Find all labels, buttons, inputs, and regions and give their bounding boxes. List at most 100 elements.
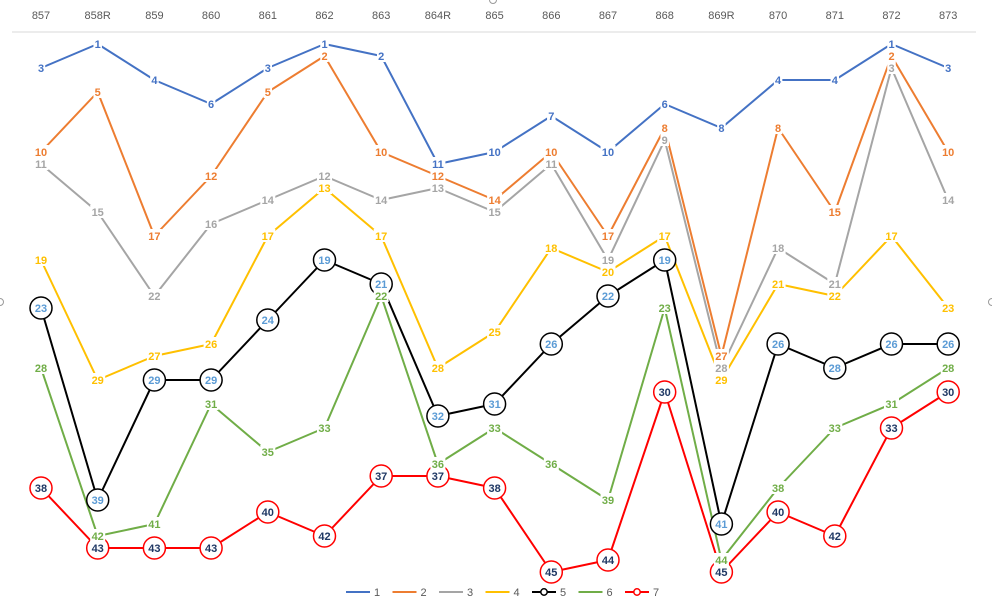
series-7-data-label: 43 xyxy=(148,543,160,555)
series-1-data-label: 4 xyxy=(775,75,782,87)
series-5-data-label: 41 xyxy=(715,519,727,531)
series-3-data-label: 22 xyxy=(148,291,160,303)
series-7-data-label: 43 xyxy=(92,543,104,555)
series-7-data-label: 37 xyxy=(432,471,444,483)
series-4-data-label: 22 xyxy=(829,291,841,303)
series-7-marker xyxy=(596,548,620,572)
series-1-label-bg xyxy=(717,121,726,134)
series-3-data-label: 14 xyxy=(262,195,275,207)
series-5-data-label: 23 xyxy=(35,303,47,315)
series-4-label-bg xyxy=(657,229,673,242)
series-3-label-bg xyxy=(543,157,559,170)
category-label: 861 xyxy=(259,10,277,22)
series-4-label-bg xyxy=(487,325,503,338)
series-6-data-label: 38 xyxy=(772,483,784,495)
series-1-data-label: 8 xyxy=(718,123,724,135)
series-2-data-label: 10 xyxy=(375,147,387,159)
series-5-marker xyxy=(482,392,507,416)
series-1-data-label: 4 xyxy=(832,75,839,87)
series-2-data-label: 12 xyxy=(432,171,444,183)
category-label: 857 xyxy=(32,10,50,22)
series-4-label-bg xyxy=(713,373,729,386)
series-7-data-label: 38 xyxy=(35,483,47,495)
category-label: 862 xyxy=(315,10,333,22)
category-label: 873 xyxy=(939,10,957,22)
series-4-data-label: 27 xyxy=(148,351,160,363)
series-1-label-bg xyxy=(773,73,783,86)
series-7-data-label: 38 xyxy=(488,483,500,495)
series-7-marker xyxy=(312,524,337,548)
series-6-data-label: 36 xyxy=(545,459,557,471)
series-3-label-bg xyxy=(487,205,503,218)
series-2-data-label: 15 xyxy=(829,207,841,219)
legend-marker-5 xyxy=(540,588,548,596)
series-6-data-label: 23 xyxy=(659,303,671,315)
series-7-data-label: 45 xyxy=(545,567,557,579)
series-1-data-label: 3 xyxy=(38,63,44,75)
series-4-data-label: 20 xyxy=(602,267,614,279)
series-4-data-label: 23 xyxy=(942,303,954,315)
series-5-data-label: 39 xyxy=(92,495,104,507)
legend-label-3: 3 xyxy=(467,587,473,599)
category-label: 864R xyxy=(425,10,451,22)
resize-handle-right[interactable] xyxy=(988,298,992,306)
category-label: 865 xyxy=(485,10,503,22)
series-2-label-bg xyxy=(487,193,503,206)
series-6-label-bg xyxy=(33,361,49,374)
series-5-data-label: 29 xyxy=(148,375,160,387)
series-4-label-bg xyxy=(884,229,899,242)
series-6-data-label: 33 xyxy=(829,423,841,435)
series-1-data-label: 3 xyxy=(945,63,951,75)
series-1-label-bg xyxy=(263,61,273,74)
series-6-label-bg xyxy=(657,301,673,314)
series-1-label-bg xyxy=(943,61,953,74)
series-4-label-bg xyxy=(33,253,49,266)
series-2-data-label: 10 xyxy=(545,147,557,159)
series-7-data-label: 42 xyxy=(318,531,330,543)
series-6-label-bg xyxy=(317,421,332,434)
series-1-label-bg xyxy=(206,97,216,110)
series-3-data-label: 28 xyxy=(715,363,727,375)
series-2-data-label: 8 xyxy=(775,123,781,135)
series-1-data-label: 11 xyxy=(432,159,444,171)
series-6-label-bg xyxy=(487,421,503,434)
series-3-data-label: 14 xyxy=(942,195,955,207)
series-1-label-bg xyxy=(547,109,556,122)
series-6-label-bg xyxy=(713,553,729,566)
series-5-data-label: 21 xyxy=(375,279,387,291)
series-5-data-label: 24 xyxy=(262,315,275,327)
series-3-data-label: 19 xyxy=(602,255,614,267)
series-5-data-label: 19 xyxy=(318,255,330,267)
series-3-data-label: 12 xyxy=(318,171,330,183)
series-1-data-label: 1 xyxy=(888,39,894,51)
series-2-label-bg xyxy=(263,85,273,98)
legend-label-6: 6 xyxy=(607,587,613,599)
series-1-label-bg xyxy=(830,73,840,86)
series-5-marker xyxy=(652,248,677,272)
series-2-data-label: 17 xyxy=(602,231,614,243)
series-3-data-label: 16 xyxy=(205,219,217,231)
series-6-label-bg xyxy=(884,397,899,410)
series-5-marker xyxy=(823,356,847,380)
series-3-data-label: 21 xyxy=(829,279,841,291)
series-1-label-bg xyxy=(660,97,669,110)
series-1-label-bg xyxy=(36,61,46,74)
series-2-label-bg xyxy=(543,145,559,158)
series-4-label-bg xyxy=(827,289,843,302)
series-6-data-label: 39 xyxy=(602,495,614,507)
series-2-label-bg xyxy=(33,145,49,158)
series-2-label-bg xyxy=(773,121,783,134)
series-7-marker xyxy=(369,464,393,488)
series-2-data-label: 5 xyxy=(265,87,271,99)
series-5-marker xyxy=(709,512,734,536)
series-1-label-bg xyxy=(93,37,102,50)
series-3-label-bg xyxy=(260,193,276,206)
series-5-data-label: 29 xyxy=(205,375,217,387)
legend-label-4: 4 xyxy=(514,587,520,599)
series-4-label-bg xyxy=(317,181,332,194)
series-3-data-label: 11 xyxy=(545,159,557,171)
series-1-label-bg xyxy=(487,145,503,158)
legend-label-7: 7 xyxy=(653,587,659,599)
series-5-data-label: 26 xyxy=(885,339,897,351)
series-4-label-bg xyxy=(146,349,162,362)
